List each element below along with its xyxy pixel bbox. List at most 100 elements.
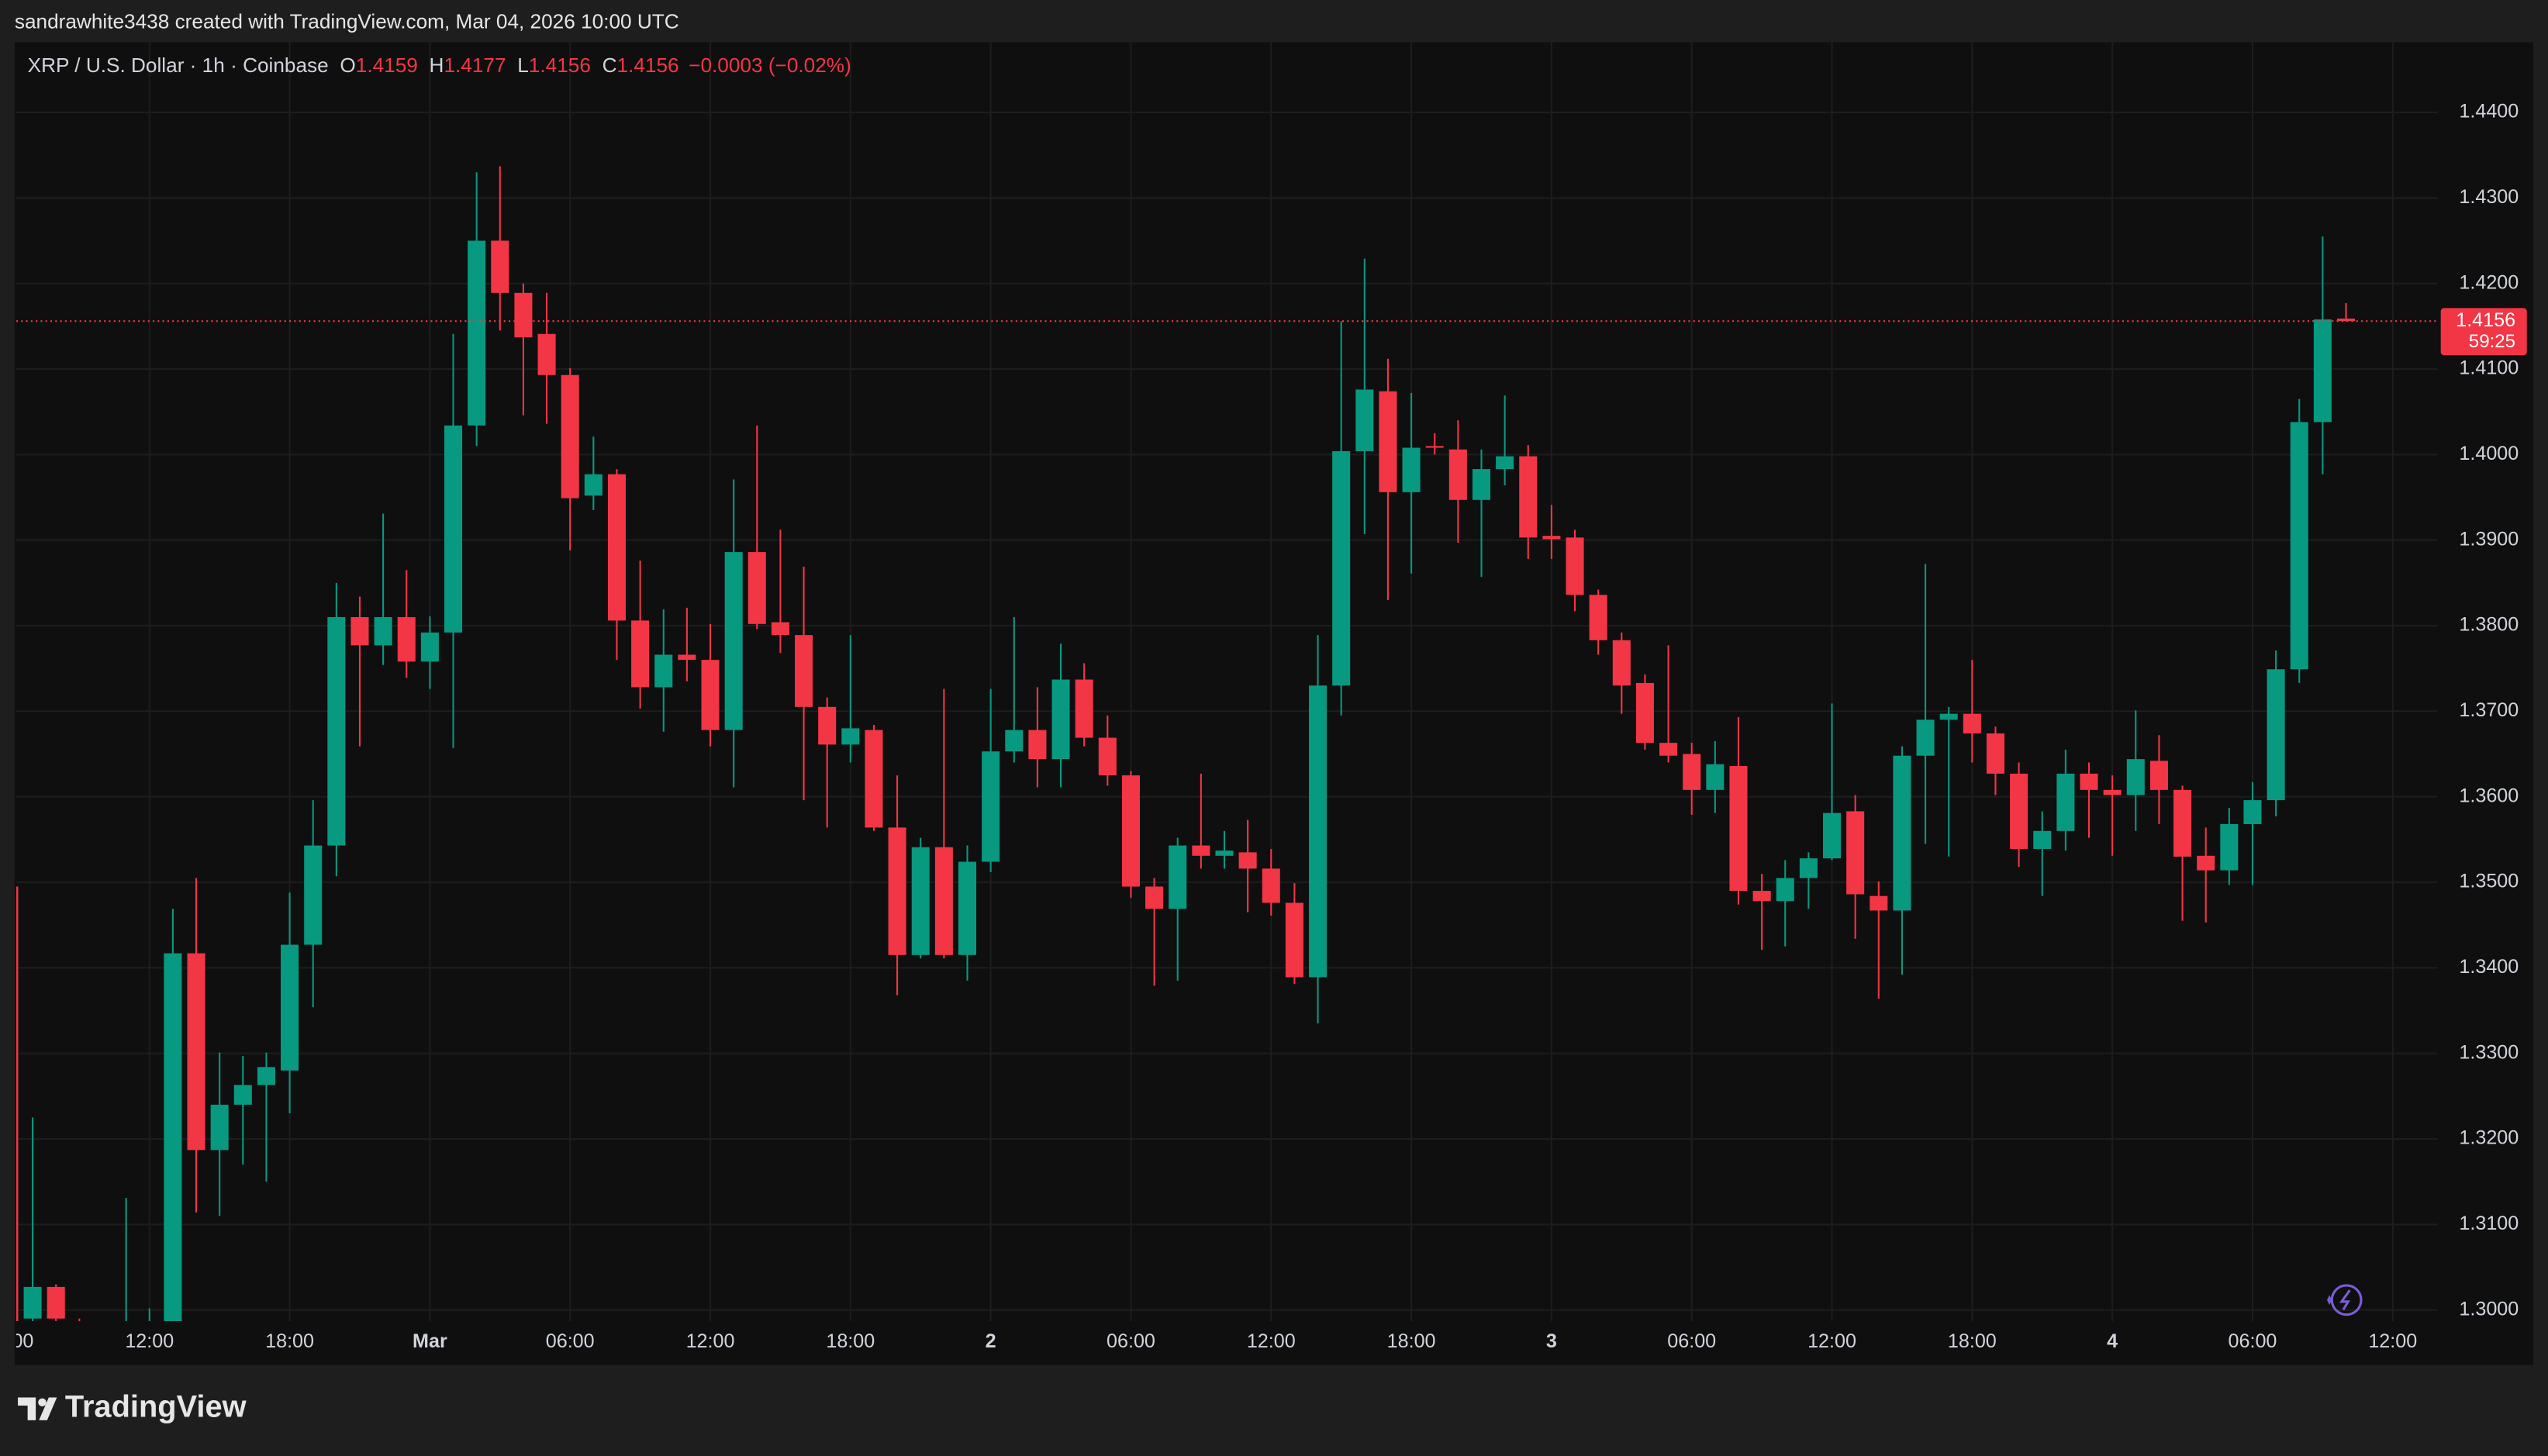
ohlc-label: O [340,53,355,77]
candle-body [934,847,953,955]
x-tick-label: 12:00 [686,1330,735,1352]
candle-body [2103,789,2122,795]
candle-body [865,730,883,828]
candle-body [1846,811,1865,895]
candle-body [2149,761,2168,790]
y-tick-label: 1.3600 [2459,785,2519,806]
y-tick-label: 1.4200 [2459,271,2519,293]
candle-body [561,374,579,499]
candle-body [468,240,486,426]
x-tick-label: 4 [2107,1330,2118,1352]
candle-body [281,944,299,1071]
y-tick-label: 1.4100 [2459,357,2519,379]
y-tick-label: 1.4300 [2459,186,2519,208]
candle-body [1238,852,1257,869]
candle-body [491,240,509,293]
candle-body [374,616,392,646]
candle-body [210,1104,229,1151]
candle-body [888,827,906,955]
close-value: 1.4156 [617,53,679,77]
candle-body [2080,773,2098,790]
y-tick-label: 1.3800 [2459,614,2519,636]
x-tick-label: 12:00 [2368,1330,2417,1352]
x-tick-label: 12:00 [1247,1330,1296,1352]
ohlc-label: L [517,53,529,77]
candle-body [654,654,673,688]
brand[interactable]: TradingView [65,1390,247,1424]
candle-body [514,292,533,338]
x-tick-label: 18:00 [265,1330,314,1352]
x-tick-label: 3 [1546,1330,1557,1352]
brand-logo[interactable] [18,1397,57,1420]
x-tick-label: 06:00 [1667,1330,1716,1352]
y-tick-label: 1.4000 [2459,443,2519,464]
candle-body [2290,422,2308,670]
candle-body [1075,679,1093,738]
candle-body [1496,456,1514,470]
candle-body [304,845,323,945]
candle-body [2010,773,2028,849]
y-axis: 1.3000 1.3100 1.3200 1.3300 1.3400 1.3500 1.36… [2440,101,2527,1320]
last-price-tag [2440,308,2527,356]
candle-body [444,425,463,633]
candle-body [1659,743,1678,756]
ohlc-label: C [602,53,617,77]
symbol-title: XRP / U.S. Dollar · 1h · Coinbase [28,53,329,77]
candle-body [47,1286,65,1319]
candle-body [1752,891,1771,902]
x-axis: 06:00 12:00 18:00 Mar 06:00 12:00 18:00 2 06:00 1… [16,1330,2417,1352]
candle-body [1192,845,1210,856]
open-value: 1.4159 [356,53,418,77]
x-tick-label: 06:00 [546,1330,595,1352]
last-price-label: 1.4156 [2456,309,2515,331]
candle-body [2267,669,2285,801]
x-tick-label: Mar [413,1330,447,1352]
candle-body [1425,446,1444,448]
candle-body [1683,754,1701,790]
candle-body [2173,789,2192,857]
candle-body [1776,878,1794,902]
candle-body [2220,823,2239,871]
candle-body [1355,389,1374,451]
candle-body [818,706,837,745]
candle-body [2126,759,2145,795]
chart-area [14,42,2534,1365]
candle-body [327,616,346,846]
legend-header: XRP / U.S. Dollar · 1h · Coinbase O1.4159… [28,53,851,77]
y-tick-label: 1.3500 [2459,871,2519,892]
assistant-icon[interactable] [2326,1284,2363,1316]
candle-body [1215,850,1234,856]
countdown: 59:25 [2469,331,2515,352]
candle-body [1635,682,1654,744]
candle-body [1729,765,1748,892]
low-value: 1.4156 [529,53,591,77]
candle-body [23,1286,42,1319]
candle-body [1472,469,1491,500]
candle-body [1939,713,1958,720]
candle-body [1566,537,1584,595]
x-tick-label: 2 [986,1330,996,1352]
candle-body [1309,685,1328,978]
y-tick-label: 1.3100 [2459,1213,2519,1234]
high-value: 1.4177 [444,53,506,77]
candle-body [2336,318,2356,322]
candle-body [350,616,369,646]
candle-body [1799,858,1818,878]
candle-body [1612,640,1631,686]
candle-body [1986,733,2005,774]
candle-body [795,635,813,707]
candle-body [911,847,930,955]
candle-body [2313,319,2332,423]
candle-body [701,660,720,730]
candle-body [1402,447,1421,492]
x-tick-label: 06:00 [2229,1330,2277,1352]
candle-body [982,751,1000,862]
candle-body [397,616,416,662]
candle-body [1822,813,1842,859]
candle-body [1870,895,1888,911]
candle-body [631,620,650,688]
candle-body [233,1085,252,1105]
candle-body [747,552,766,624]
